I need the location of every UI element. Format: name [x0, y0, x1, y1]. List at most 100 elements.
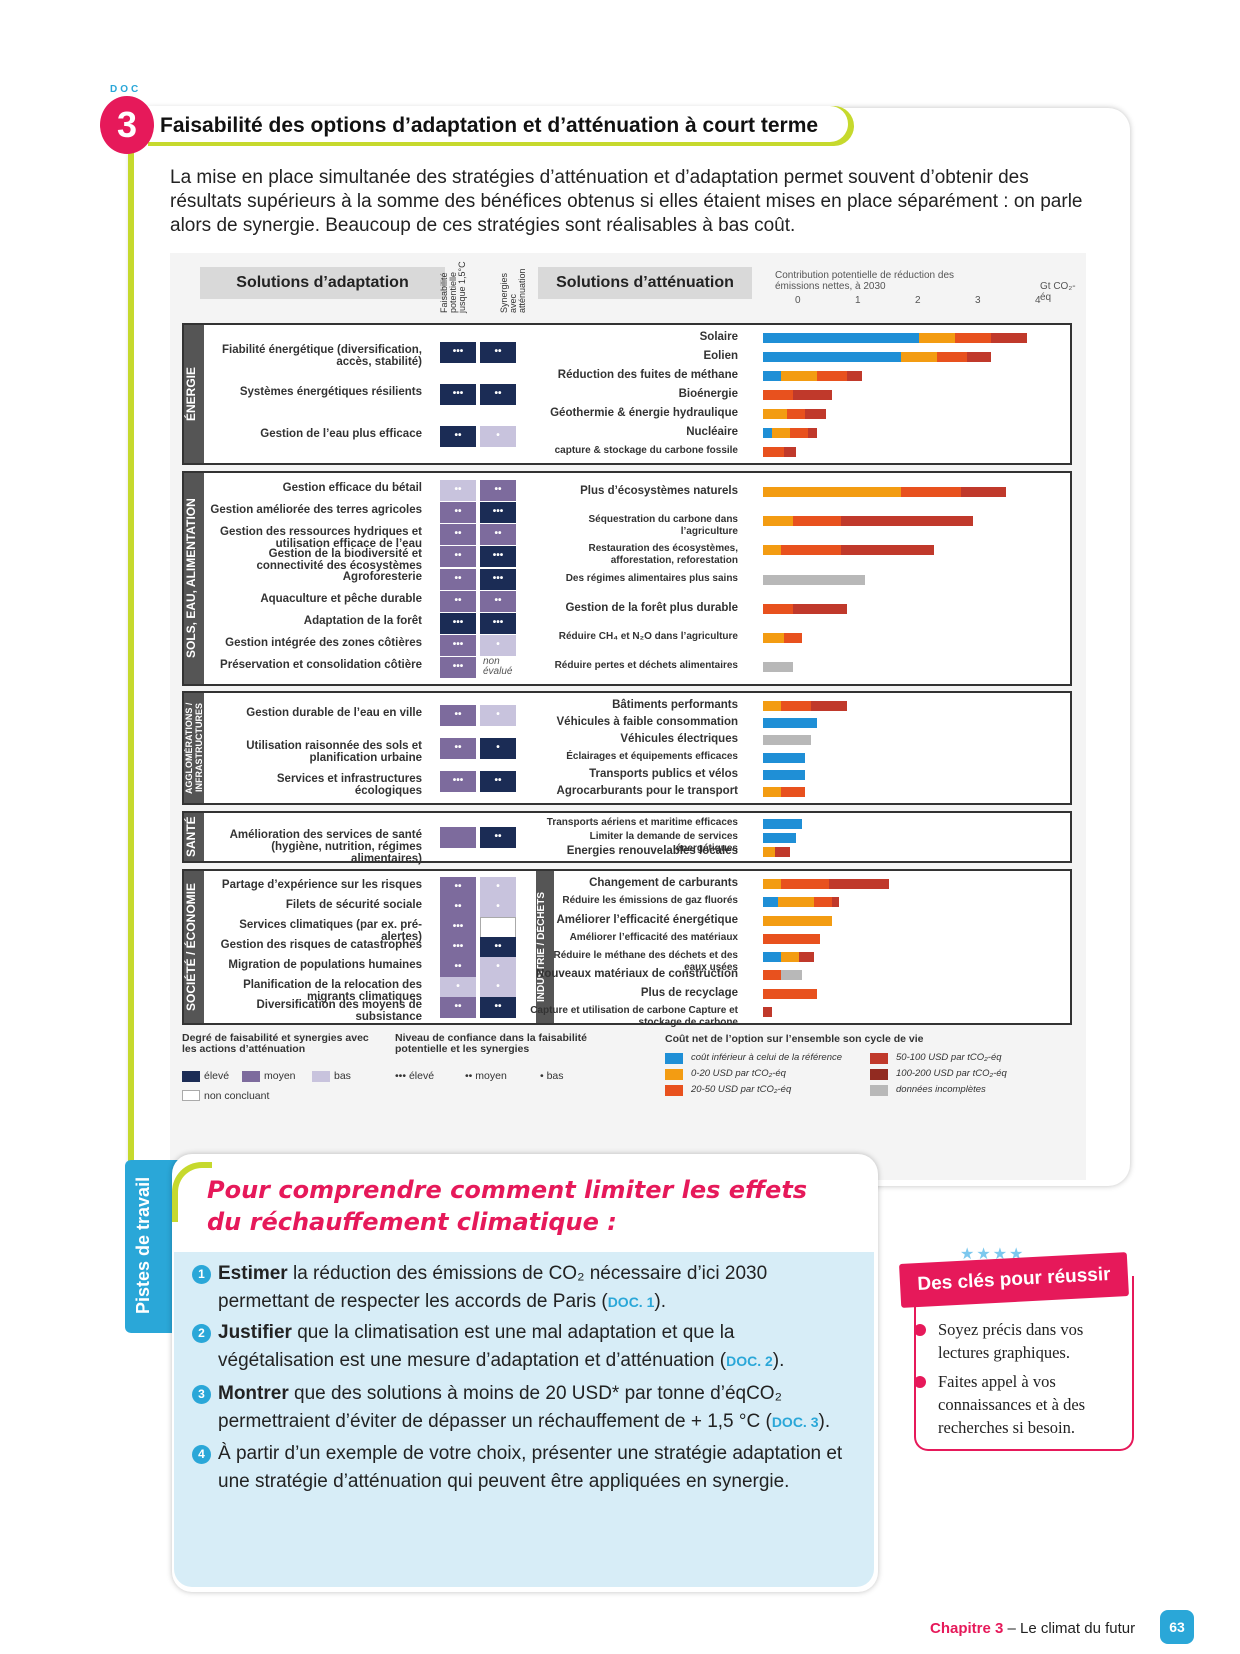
legend-label: données incomplètes — [896, 1084, 986, 1095]
legend-swatch — [870, 1069, 888, 1080]
axis-tick: 2 — [915, 295, 921, 306]
adaptation-label: Gestion des ressources hydriques et util… — [220, 526, 422, 551]
feasibility-cell: •• — [440, 705, 476, 727]
feasibility-cell: ••• — [440, 656, 476, 678]
tasks-title: Pour comprendre comment limiter les effe… — [207, 1174, 807, 1238]
bar-segment — [763, 333, 919, 344]
bar-segment — [937, 352, 967, 363]
section-label: SOCIÉTÉ / ÉCONOMIE — [184, 871, 204, 1023]
bar-segment — [781, 371, 817, 382]
adaptation-label: Aquaculture et pêche durable — [260, 592, 422, 605]
mitigation-label: Capture et utilisation de carbone Captur… — [530, 1004, 738, 1028]
bar-segment — [781, 787, 805, 798]
mitigation-label: Séquestration du carbone dans l’agricult… — [588, 513, 738, 537]
bar-segment — [763, 933, 820, 944]
feasibility-figure: Solutions d’adaptation Solutions d’attén… — [170, 253, 1086, 1180]
page-number: 63 — [1160, 1610, 1194, 1644]
synergy-cell: ••• — [480, 546, 516, 568]
synergy-cell: •• — [480, 480, 516, 502]
task-item: 3 Montrer que des solutions à moins de 20… — [192, 1380, 854, 1436]
bar-segment — [763, 988, 817, 999]
attenuation-header: Solutions d’atténuation — [538, 267, 752, 299]
bar-segment — [763, 408, 787, 419]
mitigation-bar — [763, 408, 826, 419]
synergy-cell: • — [480, 897, 516, 918]
axis-tick: 1 — [855, 295, 861, 306]
mitigation-bar — [763, 515, 973, 526]
doc-reference: DOC. 3 — [771, 1414, 819, 1430]
bar-segment — [778, 897, 814, 908]
mitigation-label: Bioénergie — [678, 388, 738, 400]
bar-segment — [763, 952, 781, 963]
bar-segment — [787, 408, 805, 419]
bar-segment — [961, 486, 1006, 497]
bar-segment — [763, 735, 811, 746]
pistes-tab: Pistes de travail — [125, 1160, 179, 1333]
adaptation-label: Gestion efficace du bétail — [282, 482, 422, 495]
bar-segment — [763, 833, 796, 843]
bar-segment — [763, 446, 784, 457]
synergy-cell: •• — [480, 342, 516, 363]
feasibility-cell: •• — [440, 590, 476, 612]
section-label: ÉNERGIE — [184, 325, 204, 463]
adaptation-label: Diversification des moyens de subsistanc… — [256, 999, 422, 1023]
synergy-cell: • — [480, 634, 516, 656]
legend-degree-title: Degré de faisabilité et synergies avec l… — [182, 1032, 369, 1055]
mitigation-label: Transports publics et vélos — [589, 768, 738, 780]
mitigation-label: Bâtiments performants — [612, 698, 738, 711]
doc-reference: DOC. 2 — [726, 1353, 773, 1369]
legend-label: 0-20 USD par tCO₂-éq — [691, 1068, 786, 1079]
adaptation-label: Gestion améliorée des terres agricoles — [210, 504, 422, 517]
mitigation-label: Réduire les émissions de gaz fluorés — [562, 895, 738, 907]
mitigation-label: Réduire le méthane des déchets et des ea… — [553, 950, 738, 974]
bar-segment — [808, 427, 817, 438]
contribution-label: Contribution potentielle de réduction de… — [775, 270, 955, 292]
bar-segment — [763, 787, 781, 798]
synergy-cell: •• — [480, 590, 516, 612]
tips-box — [914, 1276, 1134, 1451]
section-label: SOLS, EAU, ALIMENTATION — [184, 473, 204, 684]
synergy-cell: • — [480, 705, 516, 727]
bar-segment — [805, 408, 826, 419]
bar-segment — [781, 545, 841, 556]
feasibility-column-header: Faisabilité potentielle jusque 1,5°C — [439, 261, 467, 313]
adaptation-header: Solutions d’adaptation — [200, 267, 445, 299]
bar-segment — [763, 700, 781, 711]
feasibility-cell: •• — [440, 897, 476, 918]
bar-segment — [763, 574, 865, 585]
legend-label: ••• élevé — [395, 1070, 435, 1082]
legend-label: 50-100 USD par tCO₂-éq — [896, 1052, 1002, 1063]
decorative-arc — [172, 1162, 212, 1222]
bar-segment — [955, 333, 991, 344]
bar-segment — [763, 879, 781, 890]
legend-label: 100-200 USD par tCO₂-éq — [896, 1068, 1007, 1079]
axis-tick: 3 — [975, 295, 981, 306]
bullet-icon — [914, 1376, 926, 1388]
mitigation-bar — [763, 333, 1027, 344]
synergy-cell: •• — [480, 524, 516, 546]
synergy-cell: ••• — [480, 612, 516, 634]
feasibility-cell: •• — [440, 524, 476, 546]
bar-segment — [763, 1006, 772, 1017]
bullet-icon — [914, 1324, 926, 1336]
synergy-cell: • — [480, 426, 516, 447]
adaptation-label: Fiabilité énergétique (diversification, … — [221, 344, 422, 368]
bar-segment — [841, 515, 973, 526]
legend-label: • bas — [540, 1070, 564, 1082]
synergy-cell: •• — [480, 937, 516, 958]
bar-segment — [799, 952, 814, 963]
bar-segment — [763, 427, 772, 438]
feasibility-cell: • — [440, 977, 476, 998]
legend-swatch — [870, 1053, 888, 1064]
bar-segment — [814, 897, 832, 908]
feasibility-cell — [440, 827, 476, 848]
mitigation-bar — [763, 933, 820, 944]
bar-segment — [763, 662, 793, 673]
legend-swatch — [182, 1090, 200, 1101]
mitigation-bar — [763, 897, 840, 908]
bar-segment — [763, 352, 901, 363]
pistes-tab-label: Pistes de travail — [133, 1176, 153, 1314]
bar-segment — [832, 897, 840, 908]
not-evaluated-label: non évalué — [483, 655, 513, 677]
synergy-cell: • — [480, 977, 516, 998]
